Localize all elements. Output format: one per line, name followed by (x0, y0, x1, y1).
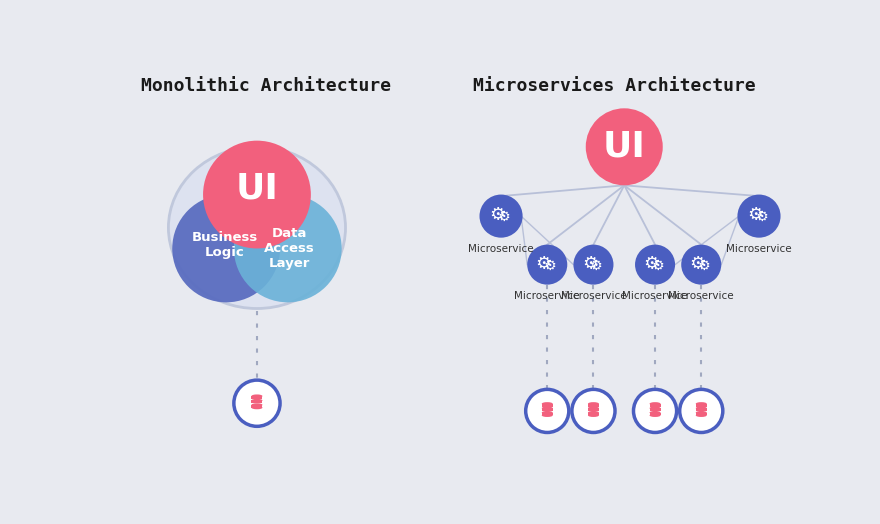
Text: ⚙: ⚙ (536, 255, 553, 272)
Circle shape (234, 380, 280, 427)
FancyBboxPatch shape (252, 396, 262, 399)
FancyBboxPatch shape (252, 405, 262, 408)
Ellipse shape (542, 407, 553, 410)
Text: ⚙: ⚙ (747, 206, 764, 224)
FancyBboxPatch shape (649, 404, 661, 407)
Text: Monolithic Architecture: Monolithic Architecture (142, 77, 392, 95)
Text: ⚙: ⚙ (643, 255, 660, 272)
Text: Microservice: Microservice (515, 291, 580, 301)
Ellipse shape (252, 403, 262, 407)
Text: ⚙: ⚙ (698, 258, 710, 272)
Ellipse shape (542, 411, 553, 414)
Text: ⚙: ⚙ (590, 258, 603, 272)
Text: ⚙: ⚙ (498, 210, 510, 224)
Circle shape (572, 389, 615, 432)
Ellipse shape (588, 414, 599, 417)
Text: ⚙: ⚙ (756, 210, 768, 224)
Ellipse shape (542, 402, 553, 406)
Circle shape (525, 389, 568, 432)
Ellipse shape (649, 407, 661, 410)
Text: ⚙: ⚙ (582, 255, 598, 272)
Circle shape (635, 245, 675, 285)
Ellipse shape (649, 402, 661, 406)
Ellipse shape (649, 411, 661, 414)
FancyBboxPatch shape (542, 404, 553, 407)
Ellipse shape (696, 411, 707, 414)
Ellipse shape (168, 147, 346, 309)
FancyBboxPatch shape (696, 404, 707, 407)
FancyBboxPatch shape (252, 400, 262, 403)
FancyBboxPatch shape (696, 408, 707, 411)
Text: ⚙: ⚙ (690, 255, 707, 272)
FancyBboxPatch shape (649, 408, 661, 411)
Text: Microservice: Microservice (622, 291, 688, 301)
FancyBboxPatch shape (649, 412, 661, 416)
Text: ⚙: ⚙ (544, 258, 556, 272)
Circle shape (681, 245, 722, 285)
Text: Business
Logic: Business Logic (192, 232, 258, 259)
Circle shape (172, 194, 280, 302)
Text: Microservice: Microservice (561, 291, 627, 301)
Circle shape (586, 108, 663, 185)
FancyBboxPatch shape (588, 404, 599, 407)
Circle shape (737, 194, 781, 238)
FancyBboxPatch shape (542, 408, 553, 411)
Text: Data
Access
Layer: Data Access Layer (264, 227, 315, 270)
Ellipse shape (252, 399, 262, 402)
Circle shape (574, 245, 613, 285)
Text: Microservice: Microservice (468, 244, 534, 254)
Ellipse shape (696, 407, 707, 410)
Circle shape (203, 140, 311, 248)
FancyBboxPatch shape (542, 412, 553, 416)
Ellipse shape (696, 414, 707, 417)
Text: UI: UI (603, 130, 646, 164)
Circle shape (679, 389, 722, 432)
FancyBboxPatch shape (588, 412, 599, 416)
FancyBboxPatch shape (588, 408, 599, 411)
Circle shape (527, 245, 568, 285)
Text: UI: UI (236, 171, 278, 205)
Ellipse shape (542, 414, 553, 417)
Circle shape (480, 194, 523, 238)
Circle shape (234, 194, 341, 302)
Text: Microservice: Microservice (726, 244, 792, 254)
Ellipse shape (588, 407, 599, 410)
FancyBboxPatch shape (696, 412, 707, 416)
Text: ⚙: ⚙ (489, 206, 506, 224)
Circle shape (634, 389, 677, 432)
Ellipse shape (649, 414, 661, 417)
Text: Microservice: Microservice (669, 291, 734, 301)
Text: ⚙: ⚙ (652, 258, 664, 272)
Text: Microservices Architecture: Microservices Architecture (473, 77, 755, 95)
Ellipse shape (696, 402, 707, 406)
Ellipse shape (588, 411, 599, 414)
Ellipse shape (588, 402, 599, 406)
Ellipse shape (252, 406, 262, 409)
Ellipse shape (252, 395, 262, 398)
